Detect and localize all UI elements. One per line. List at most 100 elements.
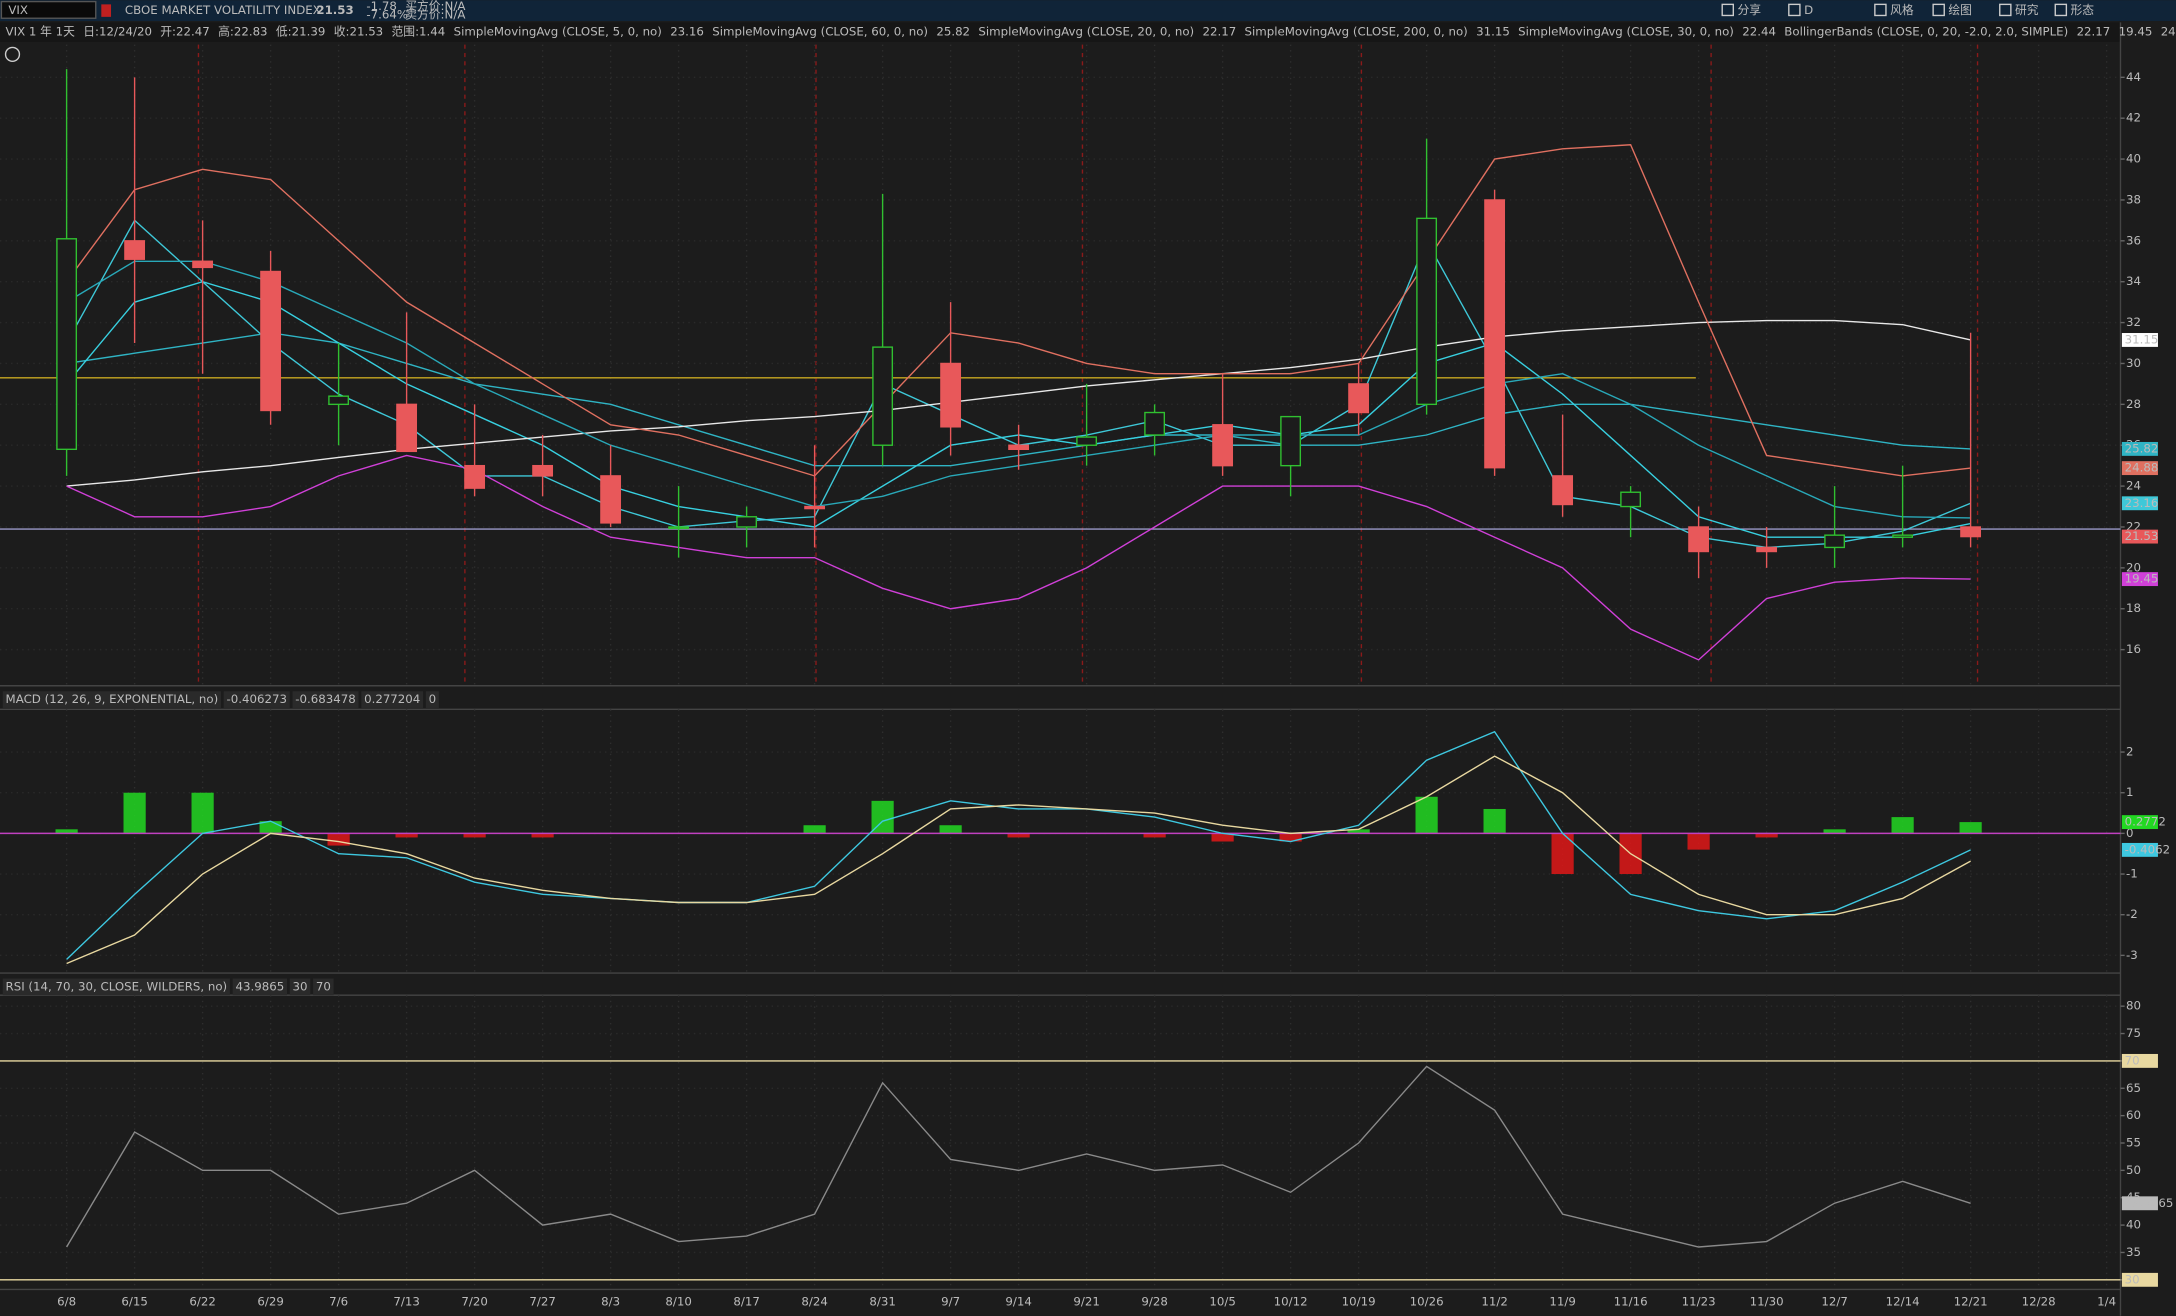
macd-line bbox=[66, 730, 1971, 960]
x-tick-label: 9/14 bbox=[1005, 1294, 1031, 1308]
x-tick-label: 8/24 bbox=[801, 1294, 827, 1308]
y-tick-label: 75 bbox=[2126, 1026, 2141, 1040]
x-tick-label: 11/30 bbox=[1750, 1294, 1784, 1308]
candle-body bbox=[1008, 444, 1030, 451]
study-value-bg bbox=[223, 691, 290, 708]
info-icon[interactable] bbox=[4, 46, 21, 62]
candle-body bbox=[1552, 475, 1574, 506]
candle-body bbox=[736, 516, 758, 528]
x-tick-label: 12/28 bbox=[2022, 1294, 2056, 1308]
study-value-bg bbox=[361, 691, 424, 708]
study-value: 24.88 bbox=[2161, 25, 2176, 39]
histogram-bar bbox=[123, 792, 146, 834]
histogram-bar bbox=[1891, 817, 1914, 834]
date-markers bbox=[197, 44, 1979, 685]
study-value-bg bbox=[289, 978, 311, 996]
y-tick-label: -2 bbox=[2126, 907, 2138, 921]
toolbar-button-icon[interactable] bbox=[1874, 3, 1887, 17]
study-value: 22.44 bbox=[1742, 25, 1776, 39]
study-title: RSI (14, 70, 30, CLOSE, WILDERS, no) bbox=[6, 979, 228, 993]
study-value: 70 bbox=[316, 979, 331, 993]
x-tick-label: 11/9 bbox=[1549, 1294, 1575, 1308]
link-icon[interactable] bbox=[101, 4, 112, 17]
x-tick-label: 6/29 bbox=[257, 1294, 283, 1308]
histogram-bar bbox=[1823, 829, 1846, 834]
y-tick-label: 65 bbox=[2126, 1081, 2141, 1095]
toolbar-button-icon[interactable] bbox=[1932, 3, 1945, 17]
axis-marker: 21.53 bbox=[2125, 529, 2159, 543]
study-value: 31.15 bbox=[1476, 25, 1510, 39]
toolbar-button-icon[interactable] bbox=[1721, 3, 1734, 17]
axis-marker-bg bbox=[2121, 815, 2158, 830]
x-tick-label: 9/7 bbox=[941, 1294, 960, 1308]
y-tick-label: 24 bbox=[2126, 479, 2141, 493]
toolbar-button[interactable]: 形态 bbox=[2071, 3, 2095, 17]
y-tick-label: 16 bbox=[2126, 642, 2141, 656]
y-tick-label: 55 bbox=[2126, 1136, 2141, 1150]
y-tick-label: 36 bbox=[2126, 233, 2141, 247]
x-tick-label: 7/20 bbox=[461, 1294, 487, 1308]
candle-body bbox=[1892, 534, 1914, 538]
study-title-bg bbox=[2, 978, 230, 996]
study-value-bg bbox=[232, 978, 287, 996]
x-tick-label: 10/19 bbox=[1342, 1294, 1376, 1308]
x-tick-label: 7/6 bbox=[329, 1294, 348, 1308]
study-name: BollingerBands (CLOSE, 0, 20, -2.0, 2.0,… bbox=[1784, 25, 2068, 39]
y-tick-label: -3 bbox=[2126, 948, 2138, 962]
info-field: 日:12/24/20 bbox=[83, 25, 152, 39]
histogram-bar bbox=[1007, 833, 1030, 838]
axis-marker: 30 bbox=[2125, 1272, 2140, 1286]
candle-body bbox=[532, 464, 554, 477]
y-tick-label: 44 bbox=[2126, 70, 2141, 84]
info-field: 范围:1.44 bbox=[392, 25, 446, 39]
toolbar-button-icon[interactable] bbox=[2054, 3, 2068, 17]
toolbar-button[interactable]: D bbox=[1804, 3, 1813, 17]
axis-marker: -0.4062 bbox=[2125, 842, 2170, 856]
axis-marker: 0.2772 bbox=[2125, 815, 2166, 829]
y-tick-label: 40 bbox=[2126, 1218, 2141, 1232]
candle-body bbox=[1756, 546, 1778, 553]
bid: 买方价:N/A bbox=[405, 0, 465, 13]
study-name: SimpleMovingAvg (CLOSE, 20, 0, no) bbox=[978, 25, 1194, 39]
histogram-bar bbox=[327, 833, 350, 846]
x-tick-label: 8/10 bbox=[665, 1294, 691, 1308]
histogram-bar bbox=[1551, 833, 1574, 875]
toolbar-button-icon[interactable] bbox=[1999, 3, 2012, 17]
y-tick-label: 60 bbox=[2126, 1108, 2141, 1122]
histogram-bar bbox=[1483, 808, 1506, 834]
axis-marker: 23.16 bbox=[2125, 496, 2159, 510]
x-tick-label: 12/7 bbox=[1821, 1294, 1847, 1308]
histogram-bar bbox=[1279, 833, 1302, 842]
candle-body bbox=[1076, 436, 1098, 446]
info-field: 高:22.83 bbox=[218, 25, 267, 39]
axis-marker: 31.15 bbox=[2125, 332, 2159, 346]
x-tick-label: 6/15 bbox=[121, 1294, 147, 1308]
candle-body bbox=[124, 240, 146, 260]
toolbar-button-icon[interactable] bbox=[1788, 3, 1801, 17]
symbol-box[interactable] bbox=[0, 0, 97, 19]
y-tick-label: 1 bbox=[2126, 785, 2134, 799]
candle-body bbox=[464, 464, 486, 489]
toolbar-button[interactable]: 风格 bbox=[1890, 3, 1914, 17]
histogram-bar bbox=[803, 825, 826, 834]
y-tick-label: 0 bbox=[2126, 826, 2134, 840]
axis-marker-bg bbox=[2121, 572, 2158, 587]
candle-body bbox=[1824, 534, 1846, 549]
y-tick-label: 2 bbox=[2126, 745, 2134, 759]
y-tick-label: 20 bbox=[2126, 560, 2141, 574]
candle-body bbox=[328, 395, 350, 406]
toolbar-button[interactable]: 研究 bbox=[2015, 3, 2039, 17]
histogram-bar bbox=[1959, 822, 1982, 834]
toolbar-button[interactable]: 绘图 bbox=[1948, 3, 1972, 17]
y-tick-label: 50 bbox=[2126, 1163, 2141, 1177]
axis-marker: 70 bbox=[2125, 1053, 2140, 1067]
toolbar-button[interactable]: 分享 bbox=[1737, 3, 1761, 17]
candle-body bbox=[396, 403, 418, 453]
x-tick-label: 6/8 bbox=[57, 1294, 76, 1308]
study-value-bg bbox=[425, 691, 439, 708]
candle-body bbox=[1212, 424, 1234, 467]
candle-body bbox=[260, 270, 282, 412]
info-bar bbox=[0, 22, 2121, 42]
change-pct: -7.64% bbox=[366, 7, 408, 21]
